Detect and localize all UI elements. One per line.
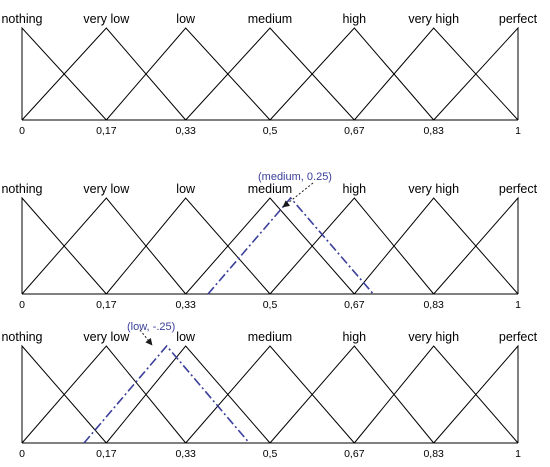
term-label-medium: medium: [248, 12, 292, 26]
annotation-arrow: [139, 329, 153, 346]
term-label-high: high: [342, 12, 366, 26]
membership-function-low: [105, 197, 271, 295]
tick-label: 0,33: [175, 448, 196, 460]
term-label-low: low: [176, 12, 196, 26]
tick-label: 0,5: [263, 299, 278, 311]
translation-annotation: (low, -.25): [127, 321, 175, 333]
term-label-high: high: [342, 330, 366, 344]
membership-function-nothing: [21, 344, 107, 444]
panel-medium-translation: nothing very low low medium high very high per…: [1, 171, 537, 311]
panel-basic-terms: nothing very low low medium high very high per…: [1, 12, 537, 137]
membership-function-perfect: [433, 196, 519, 295]
membership-function-very-low: [21, 27, 187, 121]
membership-function-very-high: [353, 197, 519, 295]
tick-label: 0,5: [263, 125, 278, 137]
term-label-medium: medium: [248, 182, 292, 196]
membership-function-nothing: [21, 196, 107, 295]
translation-annotation: (medium, 0.25): [258, 171, 332, 183]
membership-function-very-low: [21, 197, 187, 295]
tick-label: 0,33: [175, 125, 196, 137]
translated-membership-function: [207, 196, 374, 295]
membership-function-perfect: [433, 26, 519, 121]
tick-label: 0: [19, 448, 25, 460]
tick-label: 0,5: [263, 448, 278, 460]
term-label-low: low: [176, 330, 196, 344]
membership-function-very-high: [353, 27, 519, 121]
membership-function-low: [105, 345, 271, 444]
term-label-medium: medium: [248, 330, 292, 344]
panel-low-translation: nothing very low low medium high very high per…: [1, 321, 537, 460]
tick-label: 1: [515, 448, 521, 460]
tick-label: 0,17: [96, 125, 117, 137]
tick-label: 0,83: [423, 448, 444, 460]
tick-label: 0,67: [344, 448, 365, 460]
annotation-arrow: [282, 182, 314, 208]
tick-label: 0,83: [423, 299, 444, 311]
term-label-perfect: perfect: [499, 330, 538, 344]
membership-function-low: [105, 27, 271, 121]
membership-function-high: [269, 345, 435, 444]
term-label-perfect: perfect: [499, 182, 538, 196]
membership-function-nothing: [21, 26, 107, 121]
membership-function-high: [269, 197, 435, 295]
membership-function-medium: [185, 197, 355, 295]
tick-label: 0,83: [423, 125, 444, 137]
tick-label: 0,33: [175, 299, 196, 311]
term-label-very-high: very high: [408, 330, 459, 344]
tick-label: 1: [515, 125, 521, 137]
translated-membership-function: [83, 344, 250, 444]
term-label-very-low: very low: [83, 182, 130, 196]
tick-label: 0,67: [344, 125, 365, 137]
tick-label: 0,17: [96, 299, 117, 311]
membership-function-medium: [185, 345, 355, 444]
term-label-nothing: nothing: [1, 182, 42, 196]
term-label-nothing: nothing: [1, 330, 42, 344]
term-label-very-low: very low: [83, 330, 130, 344]
tick-label: 0: [19, 299, 25, 311]
tick-label: 0,17: [96, 448, 117, 460]
membership-function-very-low: [21, 345, 187, 444]
membership-function-perfect: [433, 344, 519, 444]
term-label-very-high: very high: [408, 12, 459, 26]
term-label-high: high: [342, 182, 366, 196]
tick-label: 1: [515, 299, 521, 311]
membership-function-very-high: [353, 345, 519, 444]
term-label-low: low: [176, 182, 196, 196]
membership-function-high: [269, 27, 435, 121]
tick-label: 0: [19, 125, 25, 137]
term-label-nothing: nothing: [1, 12, 42, 26]
term-label-perfect: perfect: [499, 12, 538, 26]
membership-function-medium: [185, 27, 355, 121]
tick-label: 0,67: [344, 299, 365, 311]
term-label-very-low: very low: [83, 12, 130, 26]
term-label-very-high: very high: [408, 182, 459, 196]
